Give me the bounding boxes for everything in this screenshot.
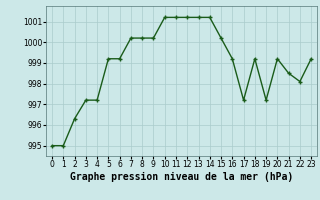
X-axis label: Graphe pression niveau de la mer (hPa): Graphe pression niveau de la mer (hPa): [70, 172, 293, 182]
